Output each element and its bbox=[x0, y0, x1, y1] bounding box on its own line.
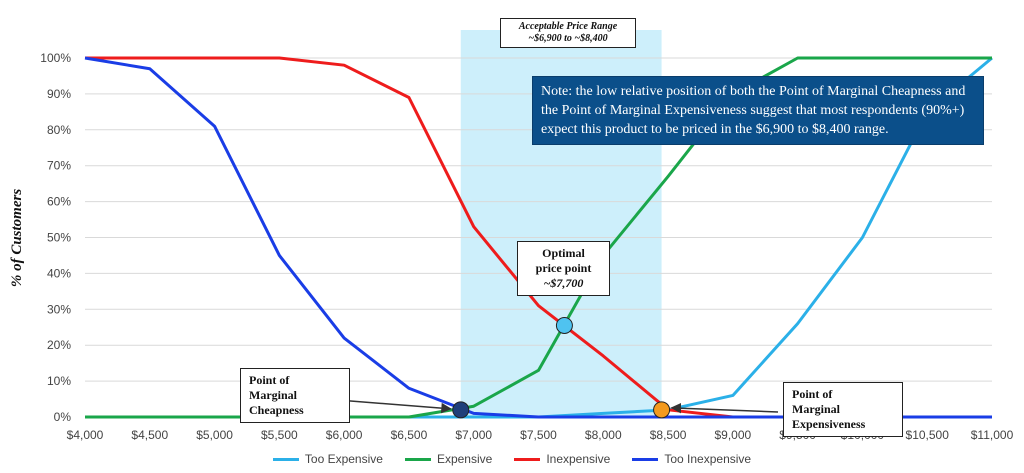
x-tick-label: $5,500 bbox=[261, 428, 298, 442]
y-tick-label: 0% bbox=[54, 410, 72, 424]
legend-swatch bbox=[514, 457, 541, 461]
legend-item: Inexpensive bbox=[514, 452, 610, 466]
y-tick-label: 40% bbox=[47, 266, 71, 280]
legend-label: Too Inexpensive bbox=[664, 452, 752, 466]
x-tick-label: $8,000 bbox=[585, 428, 622, 442]
point-of-marginal-expensiveness-marker bbox=[653, 401, 671, 419]
acceptable-range-label: Acceptable Price Range ~$6,900 to ~$8,40… bbox=[500, 18, 636, 48]
legend-swatch bbox=[404, 457, 431, 461]
legend-item: Too Inexpensive bbox=[632, 452, 751, 466]
legend-label: Expensive bbox=[436, 452, 493, 466]
x-tick-label: $7,500 bbox=[520, 428, 557, 442]
cheap-line-1: Point of bbox=[249, 373, 290, 387]
optimal-line-1: Optimal bbox=[542, 246, 585, 260]
range-values: ~$6,900 to ~$8,400 bbox=[528, 33, 608, 44]
x-tick-label: $6,500 bbox=[391, 428, 428, 442]
x-tick-label: $7,000 bbox=[455, 428, 492, 442]
y-tick-label: 90% bbox=[47, 87, 71, 101]
x-tick-label: $4,500 bbox=[131, 428, 168, 442]
y-tick-label: 60% bbox=[47, 195, 71, 209]
x-tick-label: $8,500 bbox=[650, 428, 687, 442]
legend-item: Too Expensive bbox=[272, 452, 383, 466]
exp-line-1: Point of bbox=[792, 387, 833, 401]
legend-swatch bbox=[632, 457, 659, 461]
cheap-line-2: Marginal bbox=[249, 388, 297, 402]
x-tick-label: $5,000 bbox=[196, 428, 233, 442]
x-tick-label: $6,000 bbox=[326, 428, 363, 442]
marginal-expensiveness-label: Point of Marginal Expensiveness bbox=[783, 382, 903, 437]
legend-item: Expensive bbox=[404, 452, 493, 466]
x-tick-label: $11,000 bbox=[971, 428, 1014, 442]
x-tick-label: $10,500 bbox=[906, 428, 950, 442]
y-axis-ticks: 0% 10% 20% 30% 40% 50% 60% 70% 80% 90% 100% bbox=[40, 51, 71, 424]
range-title: Acceptable Price Range bbox=[518, 21, 618, 32]
legend-label: Too Expensive bbox=[304, 452, 383, 466]
y-tick-label: 80% bbox=[47, 123, 71, 137]
point-of-marginal-cheapness-marker bbox=[452, 401, 470, 419]
x-axis-ticks: $4,000 $4,500 $5,000 $5,500 $6,000 $6,500 $7,0… bbox=[67, 428, 1014, 442]
y-tick-label: 70% bbox=[47, 159, 71, 173]
optimal-line-3: ~$7,700 bbox=[543, 276, 584, 290]
y-tick-label: 100% bbox=[40, 51, 71, 65]
x-tick-label: $4,000 bbox=[67, 428, 104, 442]
cheapness-arrow bbox=[337, 399, 452, 414]
legend-swatch bbox=[272, 457, 299, 461]
chart-legend: Too Expensive Expensive Inexpensive Too Ine… bbox=[0, 452, 1024, 466]
y-tick-label: 20% bbox=[47, 338, 71, 352]
optimal-price-point-marker bbox=[555, 316, 573, 334]
x-tick-label: $9,000 bbox=[715, 428, 752, 442]
cheap-line-3: Cheapness bbox=[249, 403, 304, 417]
exp-line-2: Marginal bbox=[792, 402, 840, 416]
expensiveness-arrow bbox=[670, 402, 779, 414]
legend-label: Inexpensive bbox=[546, 452, 611, 466]
exp-line-3: Expensiveness bbox=[792, 417, 866, 431]
y-tick-label: 50% bbox=[47, 231, 71, 245]
key-point-markers bbox=[452, 316, 671, 419]
y-axis-label: % of Customers bbox=[9, 189, 25, 288]
marginal-cheapness-label: Point of Marginal Cheapness bbox=[240, 368, 350, 423]
optimal-line-2: price point bbox=[535, 261, 592, 275]
note-callout: Note: the low relative position of both … bbox=[532, 76, 984, 145]
optimal-price-label: Optimal price point ~$7,700 bbox=[517, 241, 610, 296]
y-tick-label: 30% bbox=[47, 302, 71, 316]
series-line-expensive bbox=[85, 56, 992, 419]
y-tick-label: 10% bbox=[47, 374, 71, 388]
annotation-arrows bbox=[337, 399, 779, 414]
